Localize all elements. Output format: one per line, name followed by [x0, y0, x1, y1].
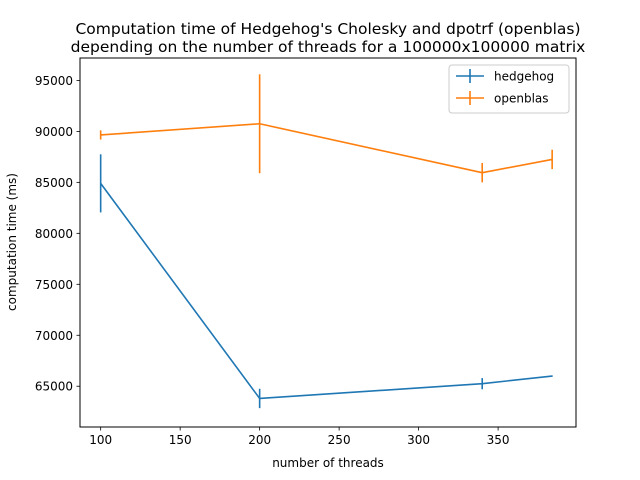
axes-frame [79, 57, 577, 428]
chart-title: Computation time of Hedgehog's Cholesky … [75, 20, 580, 38]
y-tick-label: 90000 [35, 125, 73, 139]
legend-items: hedgehog openblas [456, 69, 554, 106]
x-tick-label: 150 [169, 433, 192, 447]
y-tick-label: 65000 [35, 380, 73, 394]
x-axis-label: number of threads [272, 456, 384, 470]
legend-box [448, 64, 570, 114]
x-tick-label: 300 [407, 433, 430, 447]
y-axis: 65000 70000 75000 80000 85000 90000 95000 [35, 74, 80, 394]
series-line-openblas [100, 122, 553, 174]
series-line-hedgehog [100, 182, 553, 400]
y-tick-label: 85000 [35, 176, 73, 190]
x-tick-label: 100 [89, 433, 112, 447]
x-tick-label: 200 [248, 433, 271, 447]
x-tick-label: 250 [328, 433, 351, 447]
y-tick-label: 95000 [35, 74, 73, 88]
plot-area [99, 74, 553, 409]
legend-label-openblas: openblas [494, 92, 549, 106]
x-tick-label: 350 [487, 433, 510, 447]
legend: hedgehog openblas [448, 64, 570, 114]
legend-label-hedgehog: hedgehog [494, 70, 554, 84]
y-tick-label: 75000 [35, 278, 73, 292]
y-tick-label: 80000 [35, 227, 73, 241]
y-tick-label: 70000 [35, 329, 73, 343]
y-axis-label: computation time (ms) [5, 173, 19, 311]
x-axis: 100 150 200 250 300 350 [89, 427, 510, 447]
chart-subtitle: depending on the number of threads for a… [71, 38, 586, 56]
